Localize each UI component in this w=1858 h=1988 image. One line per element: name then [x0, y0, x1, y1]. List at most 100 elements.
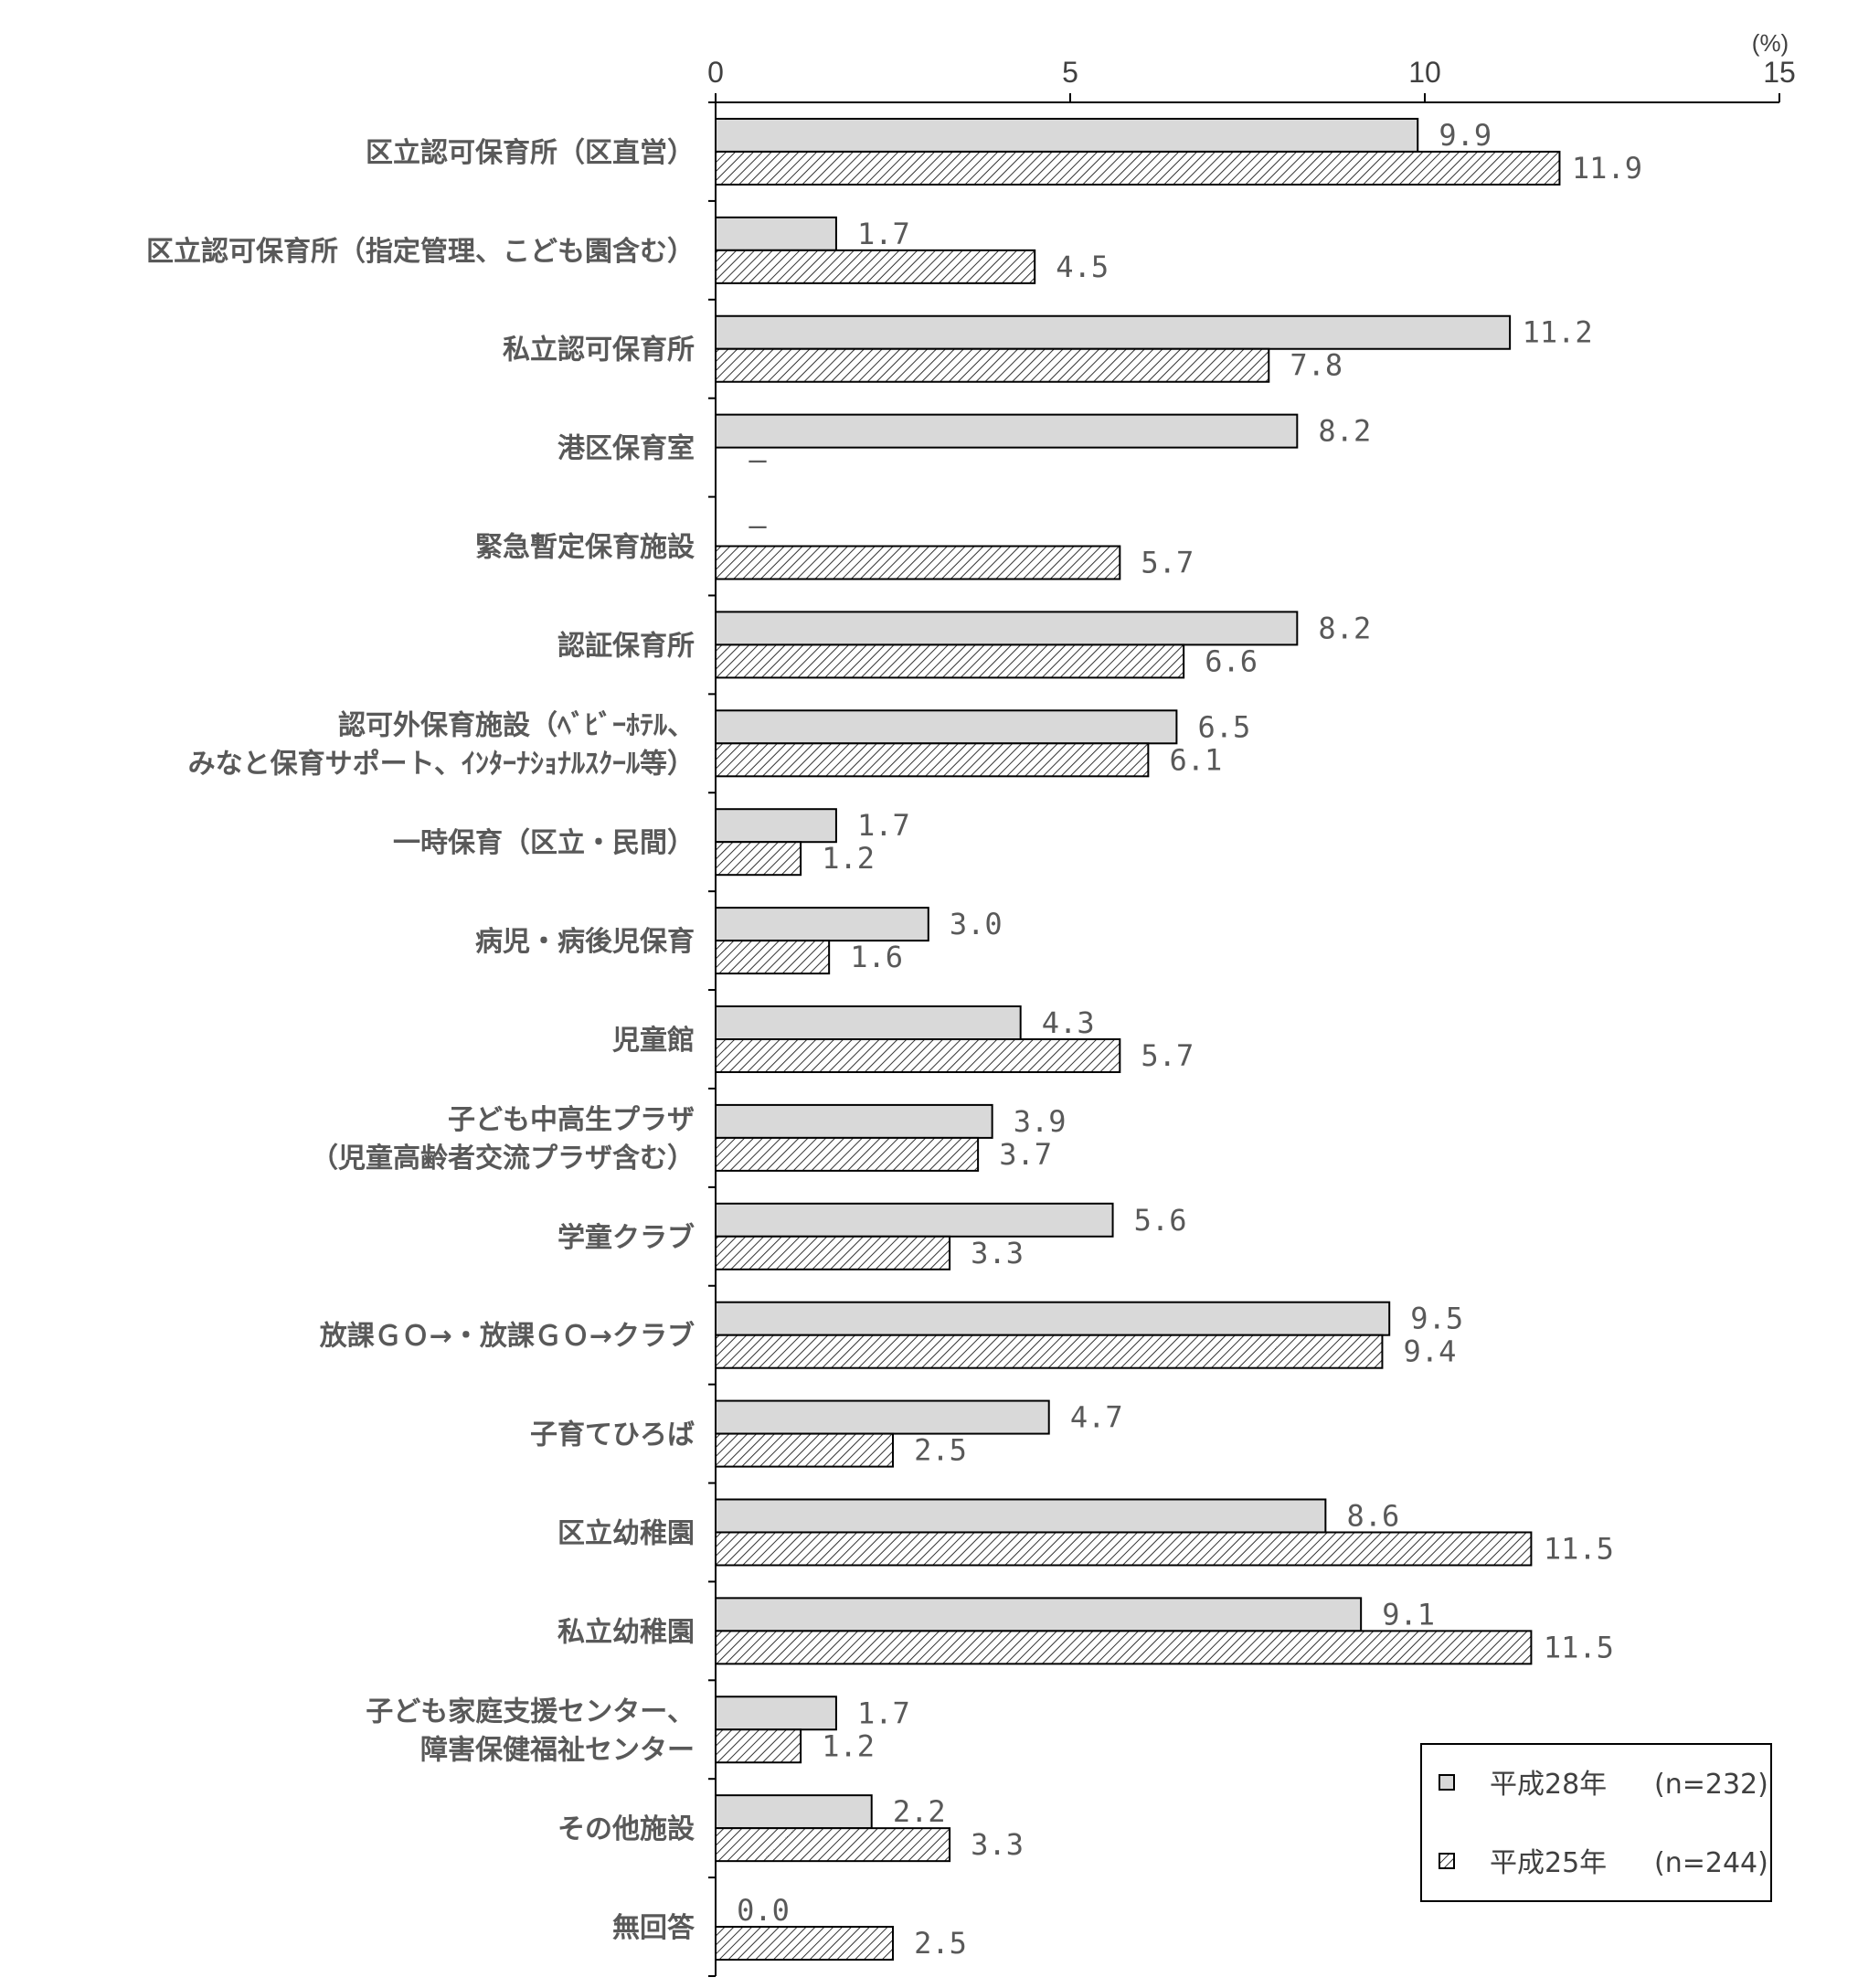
- value-label: 3.0: [950, 907, 1003, 941]
- bar-h28: [715, 1597, 1363, 1632]
- category-label: 認可外保育施設（ﾍﾞﾋﾞｰﾎﾃﾙ、: [338, 709, 695, 741]
- category-label: みなと保育サポート、ｲﾝﾀｰﾅｼｮﾅﾙｽｸｰﾙ等）: [188, 748, 695, 780]
- bar-h25: [715, 1728, 802, 1764]
- bar-h25: [715, 150, 1561, 186]
- bar-h25: [715, 1038, 1121, 1073]
- bar-h25: [715, 841, 802, 877]
- value-label: 8.2: [1318, 611, 1371, 645]
- value-label: 6.5: [1198, 709, 1251, 744]
- bar-h28: [715, 709, 1178, 745]
- legend-n-label: (n=232): [1654, 1769, 1768, 1801]
- category-label: 子育てひろば: [530, 1419, 695, 1451]
- x-tick-label: 0: [707, 56, 724, 89]
- value-label: 8.2: [1318, 414, 1371, 449]
- value-label: 1.6: [850, 940, 903, 974]
- bar-h25: [715, 643, 1185, 679]
- x-tick-label: 15: [1763, 56, 1796, 89]
- category-label: 区立認可保育所（指定管理、こども園含む）: [146, 236, 695, 268]
- bar-h25: [715, 1235, 951, 1270]
- bar-h28: [715, 611, 1299, 646]
- category-label: 認証保育所: [557, 630, 695, 662]
- category-label: 緊急暫定保育施設: [475, 532, 695, 564]
- value-label: 5.7: [1141, 1038, 1194, 1073]
- category-label: 私立認可保育所: [503, 335, 695, 367]
- value-label: 11.5: [1544, 1630, 1614, 1664]
- bar-h28: [715, 413, 1299, 449]
- value-label: 3.3: [971, 1827, 1024, 1862]
- bar-h25: [715, 347, 1270, 383]
- value-label: ―: [749, 508, 767, 543]
- value-label: 11.2: [1523, 315, 1593, 350]
- bars-group: 9.9 1.7 11.2 8.2 ― 8.2 6.5 1.7 3.0 4.3 3.9 5.6 9.5 4.…: [715, 117, 1642, 1961]
- value-label: 11.5: [1544, 1531, 1614, 1566]
- legend-series-name: 平成28年: [1490, 1769, 1607, 1801]
- category-label: その他施設: [557, 1813, 695, 1845]
- value-label: 0.0: [737, 1893, 790, 1928]
- category-label: 病児・病後児保育: [475, 926, 695, 958]
- value-label: 3.3: [971, 1236, 1024, 1270]
- value-label: 2.5: [914, 1926, 967, 1961]
- value-label: 2.2: [893, 1794, 946, 1829]
- value-label: 1.7: [857, 217, 910, 251]
- category-label: 無回答: [612, 1912, 695, 1944]
- bar-h28: [715, 1301, 1391, 1336]
- value-label: 6.6: [1205, 643, 1258, 678]
- category-label: 区立幼稚園: [557, 1517, 695, 1549]
- bar-h28: [715, 1498, 1327, 1534]
- bar-h25: [715, 1926, 894, 1961]
- legend-swatch: [1439, 1853, 1455, 1869]
- bar-h28: [715, 1399, 1050, 1435]
- category-label: 障害保健福祉センター: [420, 1734, 695, 1766]
- bar-h28: [715, 117, 1419, 153]
- value-label: 1.7: [857, 808, 910, 843]
- value-label: 3.7: [999, 1137, 1052, 1172]
- category-label: 学童クラブ: [557, 1222, 695, 1254]
- value-label: 9.9: [1439, 118, 1492, 153]
- bar-h25: [715, 545, 1121, 580]
- value-label: 8.6: [1346, 1498, 1399, 1533]
- value-label: 9.4: [1404, 1334, 1457, 1369]
- legend: 平成28年 (n=232) 平成25年 (n=244): [1420, 1743, 1772, 1902]
- bar-h25: [715, 940, 831, 975]
- value-label: 6.1: [1169, 742, 1222, 777]
- bar-h25: [715, 742, 1150, 778]
- category-label: 私立幼稚園: [557, 1616, 695, 1648]
- value-label: 2.5: [914, 1433, 967, 1468]
- x-tick-label: 10: [1408, 56, 1441, 89]
- category-label: 児童館: [612, 1025, 695, 1057]
- value-label: 4.3: [1042, 1005, 1095, 1040]
- value-label: 7.8: [1290, 348, 1343, 383]
- bar-h25: [715, 1136, 980, 1172]
- unit-label: (%): [1752, 29, 1789, 57]
- value-label: 9.1: [1382, 1597, 1435, 1632]
- value-label: 4.5: [1056, 250, 1109, 284]
- category-label: 区立認可保育所（区直営）: [366, 137, 695, 169]
- legend-box: [1420, 1743, 1772, 1902]
- value-label: 1.7: [857, 1696, 910, 1730]
- bar-h25: [715, 1334, 1384, 1369]
- bar-h28: [715, 1005, 1022, 1040]
- value-label: 4.7: [1070, 1400, 1123, 1435]
- x-tick-label: 5: [1062, 56, 1078, 89]
- bar-h25: [715, 249, 1036, 284]
- bar-h25: [715, 1827, 951, 1863]
- legend-swatch: [1439, 1774, 1455, 1791]
- category-label: 子ども中高生プラザ: [448, 1104, 695, 1136]
- category-label: 子ども家庭支援センター、: [366, 1696, 695, 1728]
- bar-h25: [715, 1432, 894, 1468]
- bar-h25: [715, 1630, 1533, 1665]
- bar-h28: [715, 314, 1512, 350]
- value-label: 5.7: [1141, 546, 1194, 580]
- value-label: 5.6: [1134, 1203, 1187, 1238]
- bar-h25: [715, 1531, 1533, 1567]
- bar-h28: [715, 1103, 993, 1139]
- bar-h28: [715, 216, 837, 251]
- bar-h28: [715, 808, 837, 844]
- bar-h28: [715, 1696, 837, 1731]
- category-label: 一時保育（区立・民間）: [393, 827, 695, 859]
- bar-h28: [715, 907, 929, 942]
- value-label: 1.2: [822, 841, 875, 876]
- value-label: 9.5: [1410, 1302, 1463, 1336]
- category-label: 放課ＧＯ→・放課ＧＯ→クラブ: [319, 1321, 695, 1353]
